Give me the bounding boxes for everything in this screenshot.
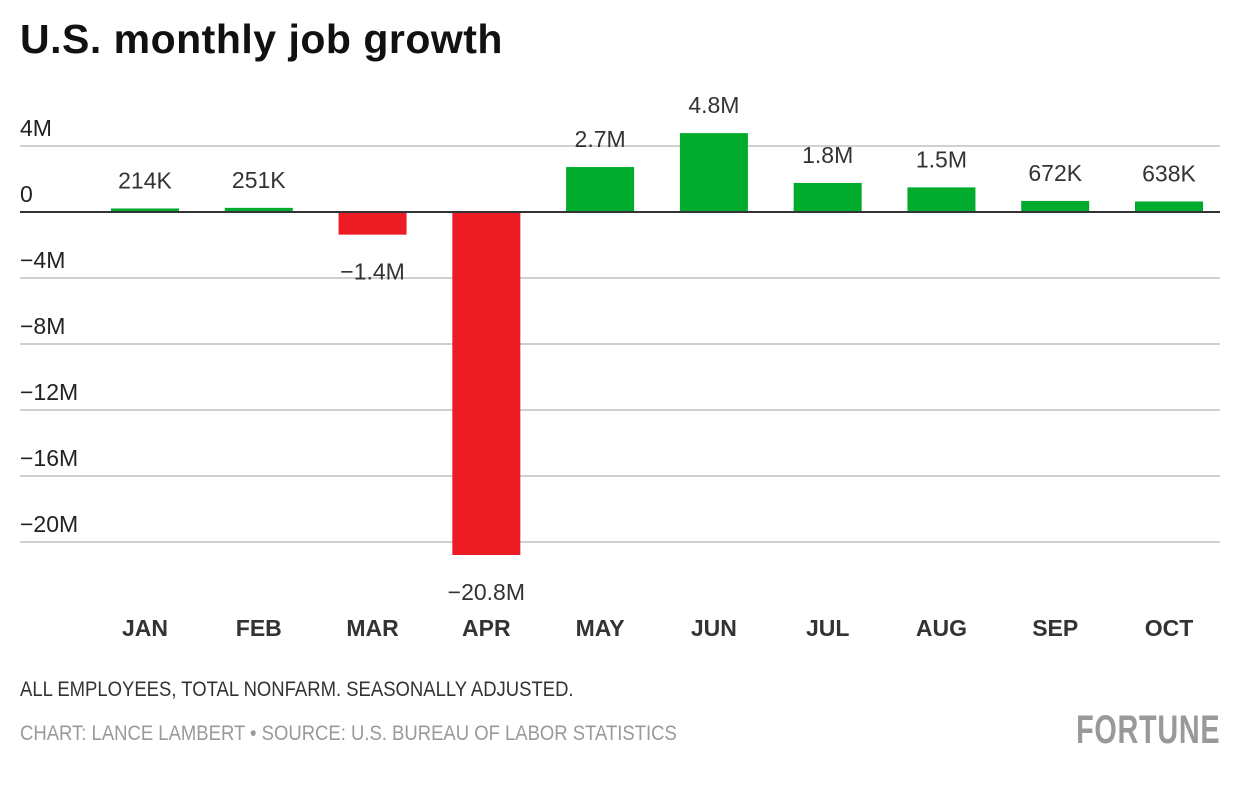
data-label: −1.4M xyxy=(340,259,405,285)
y-tick-label: 4M xyxy=(20,115,52,141)
x-tick-label: FEB xyxy=(236,615,282,641)
x-tick-label: MAY xyxy=(576,615,625,641)
data-label: 251K xyxy=(232,167,286,193)
data-label: −20.8M xyxy=(448,579,525,605)
y-tick-label: −16M xyxy=(20,445,78,471)
y-tick-label: −4M xyxy=(20,247,65,273)
bar-may xyxy=(566,167,635,212)
x-tick-label: AUG xyxy=(916,615,967,641)
data-label: 638K xyxy=(1142,160,1196,186)
bar-mar xyxy=(338,212,407,235)
chart-title: U.S. monthly job growth xyxy=(20,16,503,62)
y-tick-label: −8M xyxy=(20,313,65,339)
bar-oct xyxy=(1135,201,1203,212)
data-label: 1.5M xyxy=(916,146,967,172)
x-tick-label: MAR xyxy=(346,615,399,641)
x-tick-label: SEP xyxy=(1032,615,1078,641)
data-label: 1.8M xyxy=(802,142,853,168)
bar-jul xyxy=(793,182,862,212)
y-tick-label: −12M xyxy=(20,379,78,405)
bar-sep xyxy=(1021,200,1090,212)
x-tick-label: OCT xyxy=(1145,615,1194,641)
y-tick-label: 0 xyxy=(20,181,33,207)
x-tick-label: JUN xyxy=(691,615,737,641)
data-label: 4.8M xyxy=(688,92,739,118)
bar-feb xyxy=(224,207,293,212)
chart-source: CHART: LANCE LAMBERT • SOURCE: U.S. BURE… xyxy=(20,722,677,745)
bar-jun xyxy=(679,133,748,212)
x-tick-label: APR xyxy=(462,615,511,641)
data-label: 2.7M xyxy=(575,126,626,152)
fortune-logo: FORTUNE xyxy=(1075,708,1220,752)
bar-aug xyxy=(907,187,976,212)
data-label: 214K xyxy=(118,167,172,193)
x-tick-label: JUL xyxy=(806,615,849,641)
bar-apr xyxy=(452,212,521,555)
y-tick-label: −20M xyxy=(20,511,78,537)
chart-note: ALL EMPLOYEES, TOTAL NONFARM. SEASONALLY… xyxy=(20,678,574,701)
data-label: 672K xyxy=(1028,160,1082,186)
x-tick-label: JAN xyxy=(122,615,168,641)
bar-jan xyxy=(111,208,179,212)
